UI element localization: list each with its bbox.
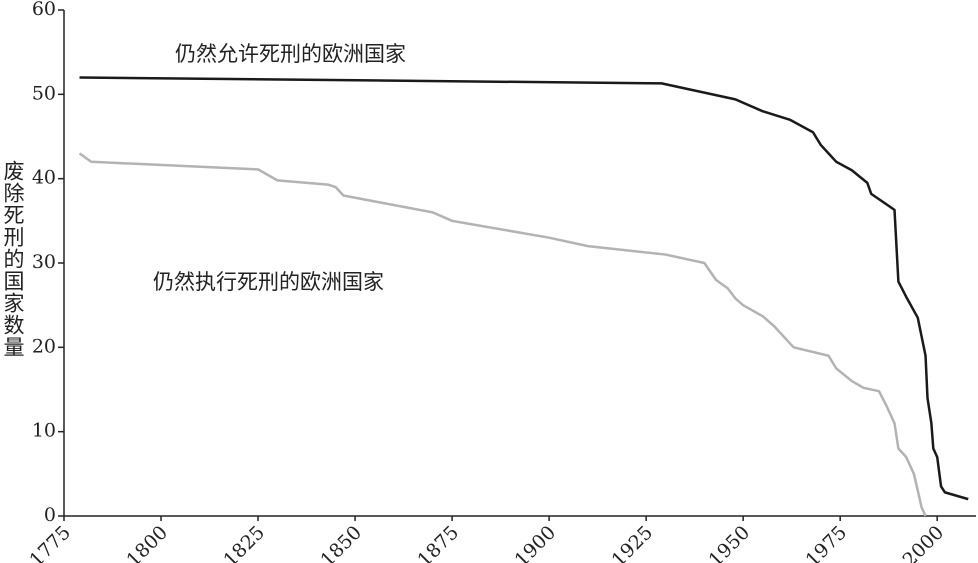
annotation: 仍然允许死刑的欧洲国家 bbox=[175, 42, 406, 66]
x-tick-label: 1975 bbox=[801, 522, 851, 563]
x-tick-label: 1800 bbox=[122, 522, 172, 563]
y-axis-label: 废除死刑的国家数量 bbox=[1, 160, 25, 358]
x-tick-label: 1950 bbox=[704, 522, 754, 563]
y-tick-label: 10 bbox=[32, 420, 56, 442]
x-tick-label: 1775 bbox=[25, 522, 75, 563]
y-tick-label: 50 bbox=[32, 82, 56, 104]
y-tick-label: 60 bbox=[32, 0, 56, 20]
x-tick-label: 1925 bbox=[607, 522, 657, 563]
y-tick-label: 30 bbox=[32, 251, 56, 273]
x-tick-label: 1825 bbox=[219, 522, 269, 563]
y-tick-label: 20 bbox=[32, 335, 56, 357]
y-tick-label: 40 bbox=[32, 167, 56, 189]
y-tick-label: 0 bbox=[44, 504, 56, 526]
x-tick-label: 1900 bbox=[510, 522, 560, 563]
line-series bbox=[78, 152, 927, 517]
x-tick-label: 1850 bbox=[316, 522, 366, 563]
annotation: 仍然执行死刑的欧洲国家 bbox=[153, 270, 384, 294]
x-tick-label: 1875 bbox=[413, 522, 463, 563]
line-series bbox=[79, 76, 969, 501]
x-tick-label: 2000 bbox=[899, 522, 949, 563]
